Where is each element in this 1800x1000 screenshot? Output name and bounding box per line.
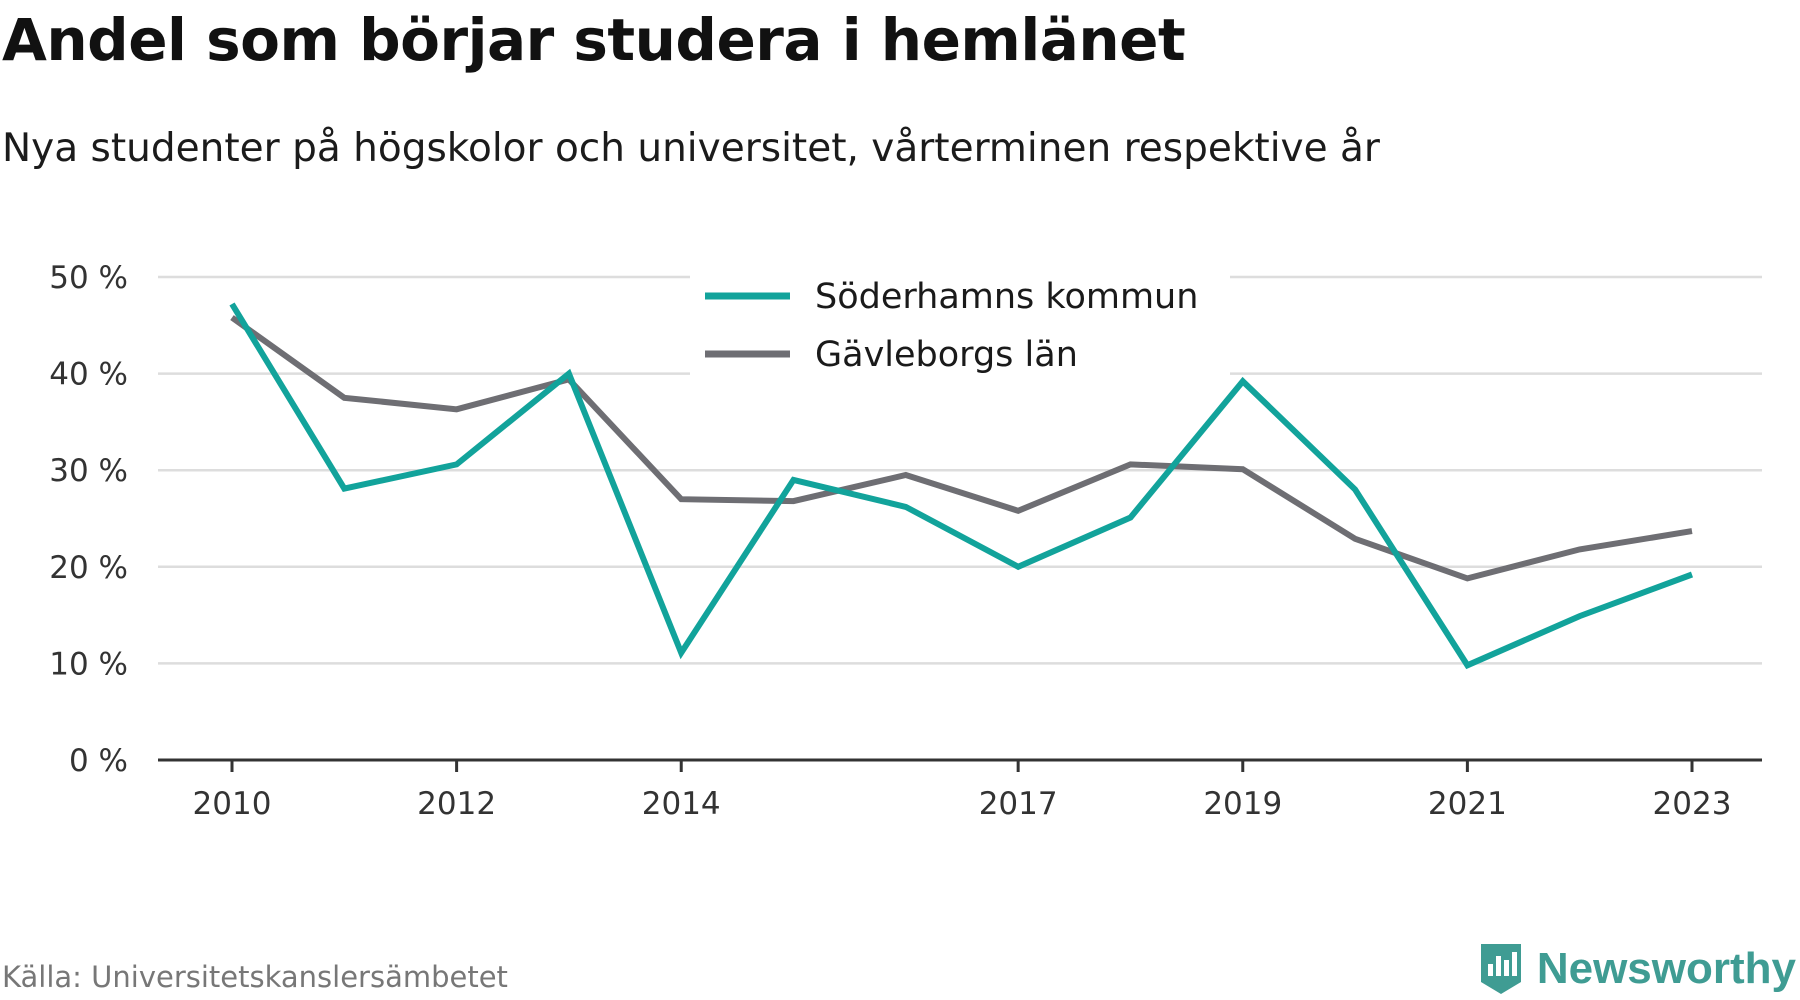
- x-tick-label: 2010: [193, 786, 272, 822]
- brand-name: Newsworthy: [1536, 944, 1796, 993]
- legend-background: [690, 270, 1230, 378]
- chart-subtitle: Nya studenter på högskolor och universit…: [2, 126, 1380, 171]
- y-axis-tick-labels: 0 % 10 % 20 % 30 % 40 % 50 %: [49, 260, 128, 779]
- brand-logo: Newsworthy: [1477, 940, 1796, 998]
- series-line-2: [230, 315, 1693, 582]
- y-tick-label: 10 %: [49, 646, 128, 682]
- chart-title: Andel som börjar studera i hemlänet: [2, 6, 1186, 74]
- source-note: Källa: Universitetskanslersämbetet: [2, 960, 508, 994]
- y-tick-label: 0 %: [69, 743, 128, 779]
- x-tick-label: 2012: [417, 786, 496, 822]
- series-lines: [229, 302, 1694, 670]
- series-line-1: [229, 302, 1694, 670]
- y-tick-label: 40 %: [49, 357, 128, 393]
- x-tick-label: 2021: [1428, 786, 1507, 822]
- grid-lines: [158, 275, 1762, 665]
- y-tick-label: 20 %: [49, 550, 128, 586]
- newsworthy-logo-icon: [1480, 944, 1521, 994]
- x-tick-label: 2019: [1203, 786, 1282, 822]
- legend-label: Gävleborgs län: [815, 335, 1078, 375]
- legend-label: Söderhamns kommun: [815, 277, 1198, 317]
- x-axis: 2010 2012 2014 2017 2019 2021 2023: [158, 758, 1762, 822]
- x-tick-label: 2014: [642, 786, 721, 822]
- x-tick-label: 2023: [1653, 786, 1732, 822]
- x-tick-label: 2017: [979, 786, 1058, 822]
- y-tick-label: 30 %: [49, 453, 128, 489]
- y-tick-label: 50 %: [49, 260, 128, 296]
- legend: Söderhamns kommun Gävleborgs län: [690, 270, 1230, 378]
